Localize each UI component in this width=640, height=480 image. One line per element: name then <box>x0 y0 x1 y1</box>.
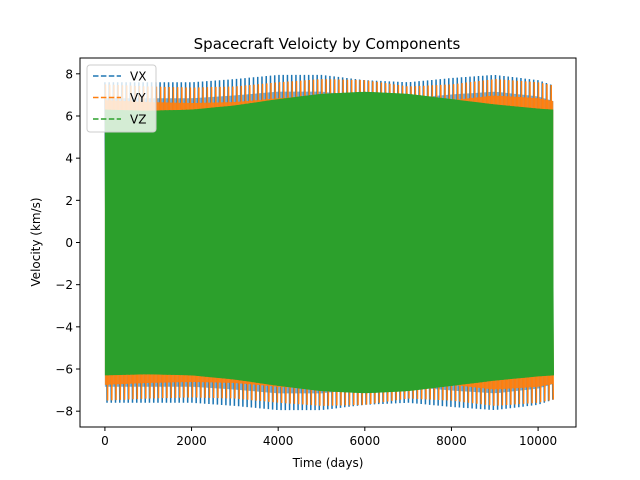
x-tick-label: 8000 <box>436 434 467 448</box>
legend-label: VZ <box>130 113 146 127</box>
legend-box <box>86 64 157 133</box>
y-tick-label: −4 <box>55 320 73 334</box>
x-tick-label: 2000 <box>176 434 207 448</box>
chart-title: Spacecraft Veloicty by Components <box>194 35 461 53</box>
series-vz <box>104 91 555 394</box>
x-tick-label: 6000 <box>350 434 381 448</box>
y-tick-label: 6 <box>65 109 73 123</box>
legend-label: VX <box>130 70 146 84</box>
x-axis: 0 2000 4000 6000 8000 10000 <box>101 427 557 448</box>
y-tick-label: 8 <box>65 67 73 81</box>
y-axis: −8 −6 −4 −2 0 2 4 6 8 <box>55 67 80 419</box>
legend-label: VY <box>130 91 146 105</box>
legend-item-vy: VY <box>93 91 146 105</box>
y-tick-label: 2 <box>65 194 73 208</box>
y-axis-label: Velocity (km/s) <box>29 197 43 286</box>
x-tick-label: 0 <box>101 434 109 448</box>
y-tick-label: −8 <box>55 405 73 419</box>
x-tick-label: 4000 <box>263 434 294 448</box>
y-tick-label: 4 <box>65 152 73 166</box>
y-tick-label: −6 <box>55 363 73 377</box>
series-layer <box>104 74 555 411</box>
x-tick-label: 10000 <box>519 434 557 448</box>
y-tick-label: −2 <box>55 278 73 292</box>
y-tick-label: 0 <box>65 236 73 250</box>
legend: VX VY VZ <box>86 64 157 133</box>
series-band-vz <box>104 91 554 394</box>
x-axis-label: Time (days) <box>292 456 364 470</box>
legend-item-vx: VX <box>93 70 146 84</box>
legend-item-vz: VZ <box>93 113 146 127</box>
